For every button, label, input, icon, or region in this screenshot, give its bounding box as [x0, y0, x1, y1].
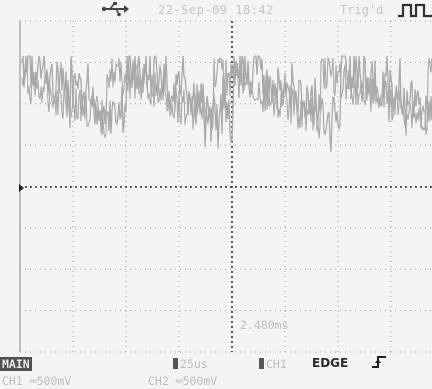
trigger-type: EDGE [312, 356, 349, 370]
trigger-waveform-icon [398, 3, 432, 18]
trigger-source-marker [259, 358, 264, 369]
ch1-scale: CH1 ═500mV [2, 374, 72, 388]
waveform-display [19, 20, 432, 353]
bottom-info-bar: MAIN 25us CH1 EDGE CH1 ═500mV CH2 ═500mV [0, 355, 432, 389]
trigger-source: CH1 [266, 357, 287, 371]
horizontal-position-readout: 2.480ms [240, 318, 289, 332]
timebase-value: 25us [180, 357, 208, 371]
timebase-mode: MAIN [0, 357, 32, 371]
ch1-waveform-trace [21, 54, 432, 153]
status-bar: 22-Sep-09 18:42 Trig'd [0, 0, 432, 21]
timebase-marker [173, 358, 178, 369]
waveform-path [21, 54, 432, 153]
trigger-status: Trig'd [340, 3, 384, 17]
ch2-scale: CH2 ═500mV [148, 374, 218, 388]
ch1-ground-marker [19, 184, 24, 192]
date-time: 22-Sep-09 18:42 [158, 3, 274, 17]
waveform-path-overlay [21, 56, 432, 139]
usb-icon [101, 2, 129, 17]
rising-edge-icon [372, 356, 386, 368]
